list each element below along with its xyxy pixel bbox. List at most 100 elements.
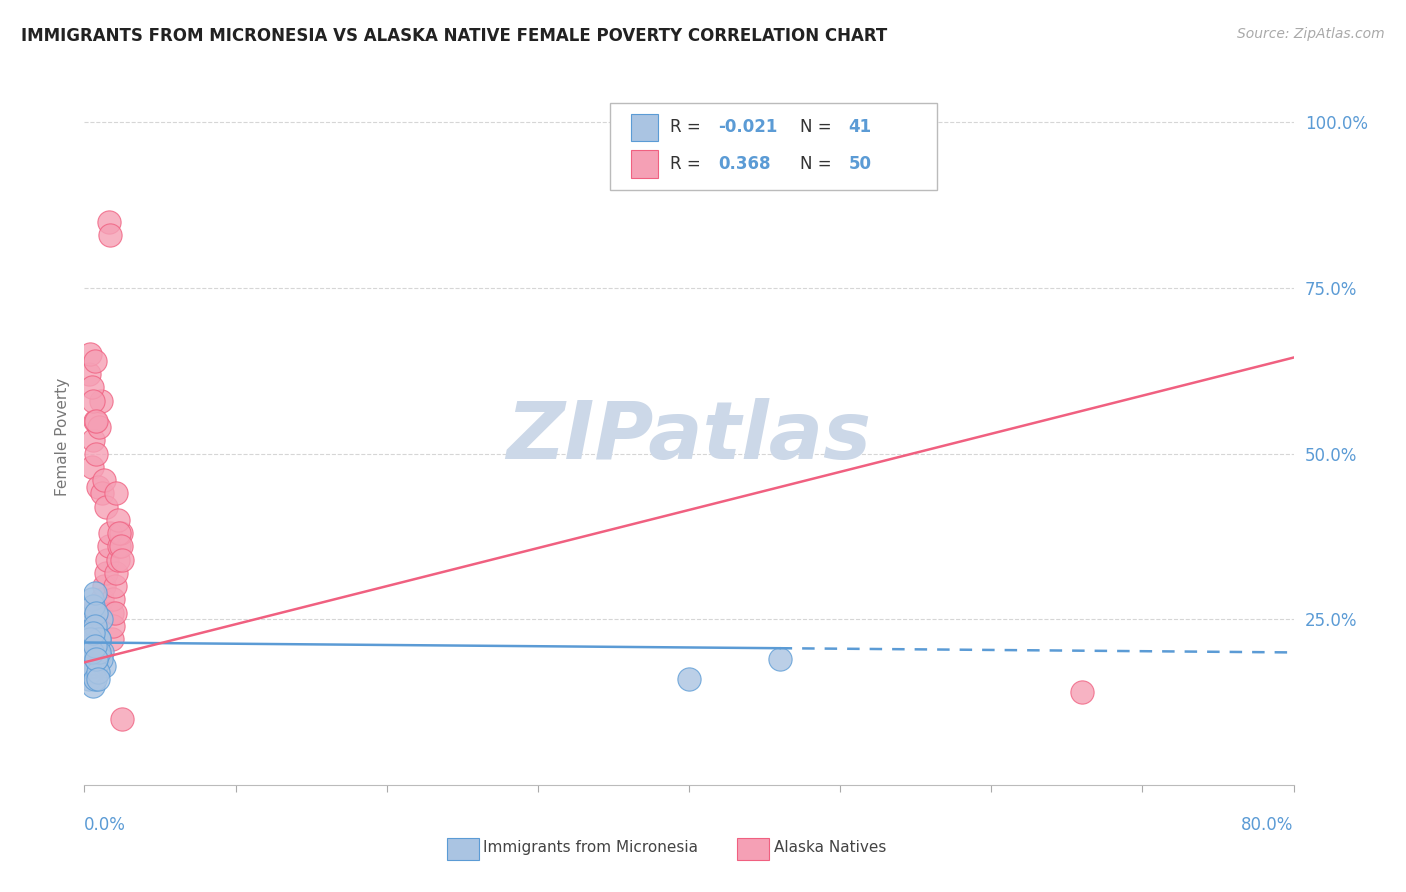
Point: [84, 639, 107, 653]
Point: [84, 413, 107, 427]
Point: [87, 645, 110, 659]
Bar: [737, 838, 769, 860]
Point: [79, 632, 101, 647]
Bar: [631, 150, 658, 178]
Point: [80, 592, 103, 607]
Point: [82, 625, 104, 640]
Point: [90, 606, 112, 620]
Point: [98, 227, 121, 242]
Point: [86, 599, 108, 613]
Point: [77, 632, 100, 647]
Point: [86, 625, 108, 640]
Point: [93, 658, 115, 673]
Point: [80, 606, 103, 620]
Point: [79, 619, 101, 633]
Point: [89, 632, 111, 647]
Point: [678, 672, 700, 686]
Point: [111, 552, 134, 566]
Point: [87, 665, 110, 680]
Point: [104, 579, 127, 593]
Point: [89, 420, 111, 434]
Point: [86, 658, 108, 673]
Point: [94, 566, 117, 580]
Point: [77, 367, 100, 381]
Point: [84, 586, 107, 600]
Text: -0.021: -0.021: [718, 119, 778, 136]
Point: [110, 526, 132, 541]
Point: [104, 606, 127, 620]
Point: [86, 652, 108, 666]
Point: [84, 639, 107, 653]
Point: [84, 619, 107, 633]
Point: [80, 645, 103, 659]
Point: [77, 639, 100, 653]
Point: [107, 552, 129, 566]
Point: [108, 540, 131, 554]
Y-axis label: Female Poverty: Female Poverty: [55, 378, 70, 496]
Point: [769, 652, 792, 666]
Point: [107, 513, 129, 527]
Text: Alaska Natives: Alaska Natives: [773, 840, 886, 855]
Text: R =: R =: [669, 119, 706, 136]
Point: [91, 592, 114, 607]
Point: [100, 606, 122, 620]
Point: [77, 632, 100, 647]
Point: [90, 393, 112, 408]
Point: [77, 639, 100, 653]
Point: [98, 526, 121, 541]
Text: ZIPatlas: ZIPatlas: [506, 398, 872, 476]
Point: [86, 413, 108, 427]
Point: [79, 652, 101, 666]
Point: [87, 652, 110, 666]
Text: 0.0%: 0.0%: [84, 816, 127, 834]
Point: [80, 459, 103, 474]
Point: [86, 652, 108, 666]
Point: [89, 632, 111, 647]
Text: N =: N =: [800, 154, 837, 173]
Text: 80.0%: 80.0%: [1241, 816, 1294, 834]
Point: [79, 347, 101, 361]
Point: [100, 632, 122, 647]
Point: [87, 672, 110, 686]
Bar: [631, 113, 658, 141]
Text: N =: N =: [800, 119, 837, 136]
Point: [105, 566, 128, 580]
Point: [87, 645, 110, 659]
Text: 41: 41: [849, 119, 872, 136]
Text: 50: 50: [849, 154, 872, 173]
Point: [111, 712, 134, 726]
Point: [80, 645, 103, 659]
Point: [80, 645, 103, 659]
Point: [82, 434, 104, 448]
Point: [84, 354, 107, 368]
Point: [82, 599, 104, 613]
Point: [82, 679, 104, 693]
Point: [105, 486, 128, 500]
Point: [91, 486, 114, 500]
Point: [91, 645, 114, 659]
Point: [89, 632, 111, 647]
Point: [77, 672, 100, 686]
Point: [84, 639, 107, 653]
Point: [110, 540, 132, 554]
Text: R =: R =: [669, 154, 706, 173]
Point: [97, 215, 120, 229]
Point: [108, 526, 131, 541]
Point: [101, 592, 124, 607]
Point: [86, 606, 108, 620]
Point: [87, 480, 110, 494]
Point: [1071, 685, 1094, 699]
Point: [79, 619, 101, 633]
Point: [86, 447, 108, 461]
Point: [82, 632, 104, 647]
Point: [80, 658, 103, 673]
Point: [96, 552, 118, 566]
Point: [82, 606, 104, 620]
Point: [93, 473, 115, 487]
Text: 0.368: 0.368: [718, 154, 770, 173]
Point: [94, 500, 117, 514]
Point: [89, 645, 111, 659]
Bar: [447, 838, 478, 860]
Point: [79, 665, 101, 680]
Point: [93, 579, 115, 593]
